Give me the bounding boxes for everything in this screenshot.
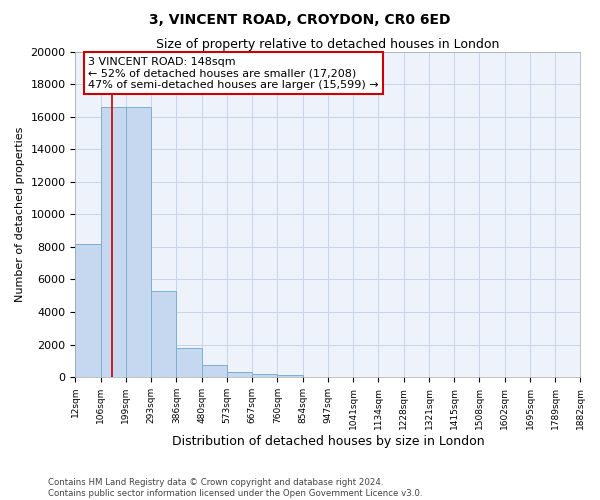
Bar	[126, 107, 151, 377]
Bar	[202, 365, 227, 377]
Title: Size of property relative to detached houses in London: Size of property relative to detached ho…	[156, 38, 500, 51]
Y-axis label: Number of detached properties: Number of detached properties	[15, 126, 25, 302]
X-axis label: Distribution of detached houses by size in London: Distribution of detached houses by size …	[172, 434, 484, 448]
Bar	[227, 372, 253, 377]
Bar	[101, 107, 126, 377]
Text: 3 VINCENT ROAD: 148sqm
← 52% of detached houses are smaller (17,208)
47% of semi: 3 VINCENT ROAD: 148sqm ← 52% of detached…	[88, 56, 379, 90]
Bar	[176, 348, 202, 377]
Text: Contains HM Land Registry data © Crown copyright and database right 2024.
Contai: Contains HM Land Registry data © Crown c…	[48, 478, 422, 498]
Bar	[151, 291, 176, 377]
Bar	[76, 244, 101, 377]
Bar	[277, 376, 303, 377]
Bar	[253, 374, 277, 377]
Text: 3, VINCENT ROAD, CROYDON, CR0 6ED: 3, VINCENT ROAD, CROYDON, CR0 6ED	[149, 12, 451, 26]
